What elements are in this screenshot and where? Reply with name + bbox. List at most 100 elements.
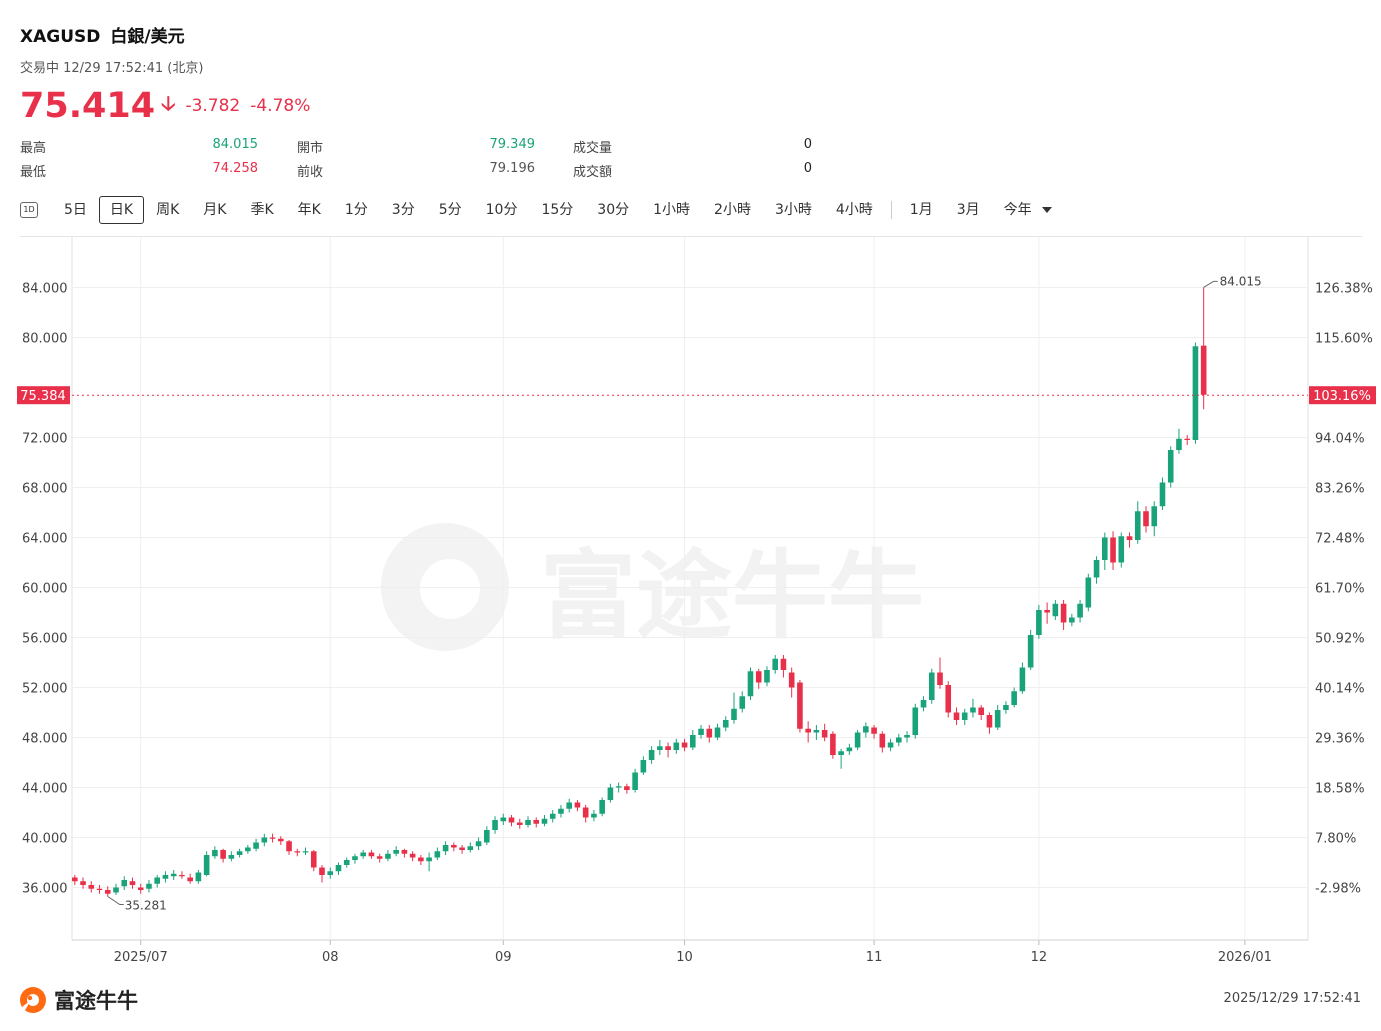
candle-body	[245, 847, 251, 852]
tab-5min[interactable]: 5分	[438, 202, 462, 218]
candle	[269, 833, 276, 843]
candle-body	[236, 851, 243, 855]
candle-body	[434, 851, 441, 858]
toolbar-divider	[890, 201, 892, 219]
candle-body	[368, 852, 375, 857]
candle	[896, 733, 902, 747]
candle-body	[286, 841, 292, 852]
candle-body	[657, 746, 663, 750]
y-right-tick-label: 72.48%	[1315, 532, 1365, 547]
candle-body	[385, 853, 391, 859]
candle-body	[846, 747, 853, 752]
candle	[937, 657, 943, 689]
max-label: 84.015	[1220, 274, 1262, 288]
tab-10min[interactable]: 10分	[485, 202, 518, 218]
stat-volume-value: 0	[803, 137, 812, 152]
range-3month[interactable]: 3月	[956, 202, 980, 218]
candle	[393, 846, 399, 857]
candle	[121, 876, 128, 890]
candle	[236, 848, 243, 858]
tab-3min[interactable]: 3分	[391, 202, 415, 218]
candle-body	[1151, 506, 1158, 527]
range-1month[interactable]: 1月	[909, 202, 933, 218]
candle-body	[1069, 617, 1075, 623]
candle-body	[764, 670, 770, 683]
tab-30min[interactable]: 30分	[597, 202, 630, 218]
candle	[1126, 532, 1133, 548]
candle-body	[681, 742, 688, 748]
tab-1hour[interactable]: 1小時	[653, 202, 691, 218]
candle-body	[269, 837, 276, 839]
candle	[945, 681, 952, 718]
candle-body	[442, 845, 449, 852]
candle	[409, 851, 416, 862]
tab-quarterly-k[interactable]: 季K	[250, 202, 274, 218]
stat-open-label: 開市	[297, 141, 324, 156]
candle	[1184, 435, 1190, 445]
tab-monthly-k[interactable]: 月K	[203, 202, 227, 218]
stat-prev-close-value: 79.196	[489, 161, 536, 176]
x-tick-label: 11	[866, 950, 883, 965]
candle-body	[1118, 536, 1125, 563]
candle	[755, 668, 762, 689]
candle-body	[615, 786, 622, 788]
max-pointer-line	[1203, 280, 1218, 288]
candle-body	[426, 857, 432, 862]
candle-body	[830, 733, 836, 755]
tab-yearly-k[interactable]: 年K	[297, 202, 321, 218]
candle	[467, 842, 474, 853]
candle	[632, 768, 638, 793]
tab-3hour[interactable]: 3小時	[774, 202, 812, 218]
candle	[772, 655, 778, 674]
candle	[731, 692, 737, 724]
candle	[690, 730, 696, 750]
candle-body	[220, 850, 226, 859]
candle-body	[1176, 438, 1182, 450]
watermark: 富途牛牛	[381, 523, 924, 652]
candle	[162, 871, 169, 883]
candle-body	[401, 850, 408, 854]
tab-daily-k[interactable]: 日K	[98, 196, 145, 224]
range-year-select[interactable]: 今年	[992, 197, 1064, 223]
candle	[203, 851, 210, 877]
y-tick-label: 48.000	[22, 732, 68, 747]
candle	[830, 731, 836, 759]
candle-body	[1159, 482, 1166, 507]
candle	[319, 865, 325, 883]
tab-4hour[interactable]: 4小時	[835, 202, 873, 218]
candlestick-chart[interactable]: 富途牛牛 84.000 126.38% 80.000 115.60% 72.000 94.0…	[0, 237, 1381, 977]
candle-body	[195, 872, 202, 882]
candle	[764, 666, 770, 687]
tab-weekly-k[interactable]: 周K	[156, 202, 180, 218]
candle-body	[912, 707, 919, 735]
tab-5day[interactable]: 5日	[64, 202, 87, 218]
candle	[698, 725, 704, 739]
candle-body	[327, 871, 334, 875]
candle-body	[154, 877, 160, 884]
candle	[385, 850, 391, 862]
tab-15min[interactable]: 15分	[541, 202, 574, 218]
candle	[451, 842, 457, 852]
y-right-tick-label: -2.98%	[1315, 882, 1361, 897]
candle	[846, 743, 853, 755]
tab-1min[interactable]: 1分	[344, 202, 368, 218]
candle-body	[953, 712, 960, 720]
candle-body	[640, 760, 647, 773]
watermark-text: 富途牛牛	[540, 540, 924, 652]
candle-body	[871, 727, 877, 734]
candle-body	[1167, 450, 1174, 483]
candle-body	[121, 880, 128, 887]
candle-body	[1027, 635, 1034, 668]
candle-body	[104, 890, 111, 894]
candle-body	[755, 671, 762, 683]
candle	[1176, 428, 1182, 454]
candle	[549, 810, 556, 823]
stat-low-label: 最低	[20, 165, 47, 180]
candle-body	[854, 732, 861, 748]
candle	[706, 725, 713, 743]
daily-calendar-icon[interactable]: 1D	[20, 202, 38, 218]
y-tick-label: 80.000	[22, 332, 68, 347]
candle	[1118, 532, 1125, 568]
candle-body	[162, 875, 169, 879]
tab-2hour[interactable]: 2小時	[714, 202, 751, 218]
